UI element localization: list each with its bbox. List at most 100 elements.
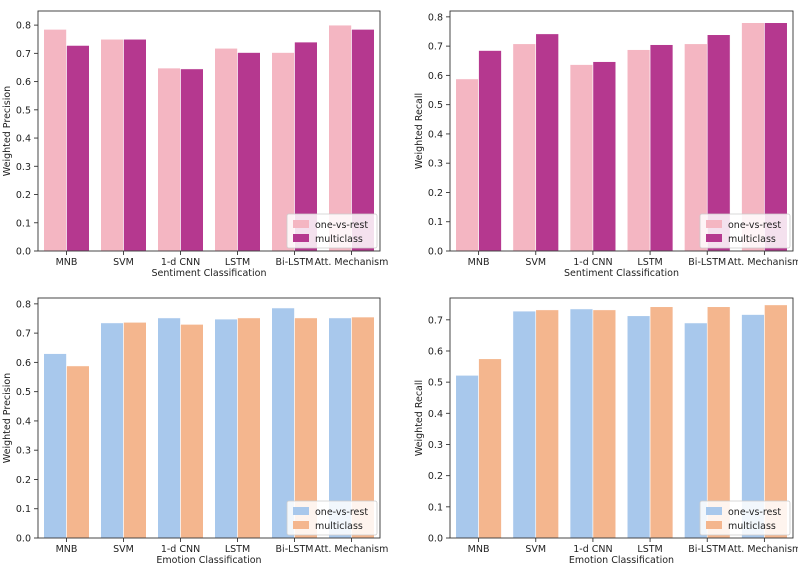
bar-multiclass-3 xyxy=(237,52,261,252)
y-tick-label: 0.5 xyxy=(428,100,443,111)
y-tick-label: 0.2 xyxy=(428,471,443,482)
y-tick-label: 0.7 xyxy=(428,315,443,326)
legend: one-vs-rest multiclass xyxy=(286,500,378,536)
legend-box xyxy=(286,213,378,249)
legend-box xyxy=(699,213,791,249)
bar-onevsrest-3 xyxy=(214,318,238,539)
y-tick-label: 0.8 xyxy=(16,299,31,310)
legend: one-vs-rest multiclass xyxy=(699,213,791,249)
legend-label: one-vs-rest xyxy=(315,507,368,518)
x-tick-label: MNB xyxy=(56,544,78,555)
y-tick-label: 0.5 xyxy=(428,378,443,389)
x-tick-label: LSTM xyxy=(225,257,250,268)
y-tick-label: 0.1 xyxy=(428,502,443,513)
plot-frame xyxy=(37,10,381,252)
bar-onevsrest-3 xyxy=(626,315,651,539)
y-tick-label: 0.4 xyxy=(428,129,443,140)
legend-swatch-multiclass xyxy=(706,234,722,242)
x-tick-label: LSTM xyxy=(225,544,250,555)
plot-frame xyxy=(37,297,381,539)
x-tick-label: Bi-LSTM xyxy=(276,257,314,268)
bar-multiclass-0 xyxy=(478,50,502,252)
y-tick-label: 0.3 xyxy=(428,440,443,451)
bar-onevsrest-2 xyxy=(569,308,594,539)
y-tick-label: 0.2 xyxy=(16,190,31,201)
y-tick-label: 0.5 xyxy=(16,105,31,116)
x-axis-label: Emotion Classification xyxy=(156,555,261,566)
bar-multiclass-2 xyxy=(180,324,204,539)
y-tick-label: 0.2 xyxy=(428,188,443,199)
bar-multiclass-2 xyxy=(592,309,617,539)
bar-onevsrest-3 xyxy=(626,49,651,252)
y-tick-label: 0.2 xyxy=(16,475,31,486)
y-tick-label: 0.6 xyxy=(428,346,443,357)
y-tick-label: 0.3 xyxy=(428,159,443,170)
bar-multiclass-1 xyxy=(123,38,147,252)
legend-swatch-multiclass xyxy=(293,234,309,242)
y-tick-label: 0.3 xyxy=(16,162,31,173)
chart-panel-1: 0.0 0.1 0.2 0.3 0.4 0.5 0.6 0.7 0.8 MNB SVM 1-d CNN… xyxy=(2,10,389,279)
x-tick-label: MNB xyxy=(468,257,490,268)
legend-swatch-onevsrest xyxy=(293,507,309,515)
legend-label: one-vs-rest xyxy=(315,220,368,231)
y-axis-label: Weighted Recall xyxy=(414,93,425,169)
chart-panel-4: 0.0 0.1 0.2 0.3 0.4 0.5 0.6 0.7 MNB SVM 1-d CNN LST… xyxy=(414,297,798,566)
chart-panel-3: 0.0 0.1 0.2 0.3 0.4 0.5 0.6 0.7 0.8 MNB SVM 1-d CNN… xyxy=(2,297,389,566)
bar-onevsrest-3 xyxy=(214,47,238,252)
y-tick-label: 0.3 xyxy=(16,446,31,457)
legend-swatch-onevsrest xyxy=(706,220,722,228)
bar-onevsrest-1 xyxy=(512,310,537,539)
y-tick-label: 0.0 xyxy=(428,247,443,258)
bar-multiclass-2 xyxy=(592,61,617,252)
legend-swatch-multiclass xyxy=(706,521,722,529)
y-axis-label: Weighted Recall xyxy=(414,380,425,456)
bar-onevsrest-2 xyxy=(157,67,181,252)
bar-onevsrest-0 xyxy=(455,78,479,252)
x-axis-label: Sentiment Classification xyxy=(564,268,679,279)
y-tick-label: 0.1 xyxy=(428,217,443,228)
legend-label: multiclass xyxy=(315,521,363,532)
legend-label: one-vs-rest xyxy=(728,507,781,518)
legend: one-vs-rest multiclass xyxy=(286,213,378,249)
legend-swatch-multiclass xyxy=(293,521,309,529)
x-tick-label: Att. Mechanism xyxy=(315,544,389,555)
bar-onevsrest-2 xyxy=(157,317,181,539)
x-tick-label: Att. Mechanism xyxy=(315,257,389,268)
bar-onevsrest-0 xyxy=(455,374,479,539)
bar-onevsrest-1 xyxy=(512,43,537,252)
bar-onevsrest-0 xyxy=(43,29,67,252)
y-tick-label: 0.6 xyxy=(16,358,31,369)
y-tick-label: 0.0 xyxy=(16,247,31,258)
y-axis-label: Weighted Precision xyxy=(2,373,13,463)
plot-frame xyxy=(449,297,794,539)
legend-swatch-onevsrest xyxy=(706,507,722,515)
y-axis-label: Weighted Precision xyxy=(2,86,13,176)
y-tick-label: 0.7 xyxy=(16,49,31,60)
bar-onevsrest-0 xyxy=(43,353,67,539)
y-tick-label: 0.5 xyxy=(16,387,31,398)
bar-multiclass-1 xyxy=(123,321,147,539)
y-tick-label: 0.4 xyxy=(428,409,443,420)
legend-swatch-onevsrest xyxy=(293,220,309,228)
y-tick-label: 0.7 xyxy=(428,42,443,53)
x-tick-label: Bi-LSTM xyxy=(276,544,314,555)
legend-label: one-vs-rest xyxy=(728,220,781,231)
x-tick-label: MNB xyxy=(56,257,78,268)
y-tick-label: 0.0 xyxy=(16,534,31,545)
x-axis-label: Emotion Classification xyxy=(569,555,674,566)
y-tick-label: 0.1 xyxy=(16,504,31,515)
x-tick-label: 1-d CNN xyxy=(161,544,200,555)
x-tick-label: Bi-LSTM xyxy=(688,257,726,268)
bar-multiclass-0 xyxy=(66,365,90,539)
y-tick-label: 0.7 xyxy=(16,329,31,340)
x-tick-label: 1-d CNN xyxy=(573,544,612,555)
y-tick-label: 0.1 xyxy=(16,218,31,229)
legend-box xyxy=(699,500,791,536)
x-tick-label: SVM xyxy=(113,257,134,268)
bar-multiclass-1 xyxy=(535,309,559,539)
x-tick-label: 1-d CNN xyxy=(573,257,612,268)
legend-label: multiclass xyxy=(728,234,776,245)
x-tick-label: LSTM xyxy=(637,544,662,555)
y-tick-label: 0.8 xyxy=(16,21,31,32)
